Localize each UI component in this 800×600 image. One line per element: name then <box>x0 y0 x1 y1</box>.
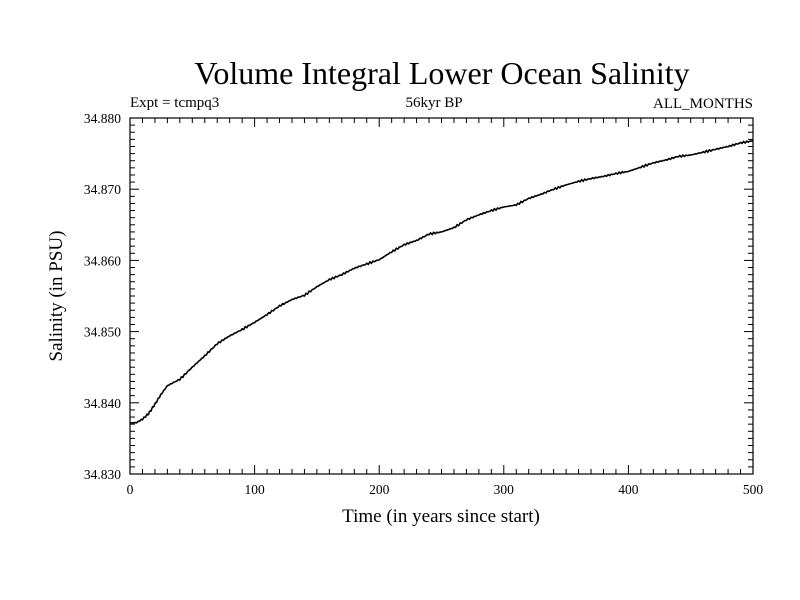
x-axis-label: Time (in years since start) <box>342 506 540 527</box>
plot-frame <box>129 117 754 475</box>
x-tick-label: 300 <box>494 482 515 497</box>
tick-labels: 0 100 200 300 400 500 34.830 34.840 34.850 34.860… <box>84 111 764 497</box>
x-tick-label: 0 <box>127 482 134 497</box>
y-tick-label: 34.840 <box>84 396 121 411</box>
months-label: ALL_MONTHS <box>653 96 753 112</box>
x-tick-label: 100 <box>244 482 265 497</box>
axis-ticks <box>129 117 754 475</box>
x-tick-label: 400 <box>618 482 639 497</box>
y-tick-label: 34.870 <box>84 182 121 197</box>
period-label: 56kyr BP <box>405 95 462 111</box>
y-axis-label: Salinity (in PSU) <box>46 231 67 362</box>
experiment-label: Expt = tcmpq3 <box>130 95 219 111</box>
y-tick-label: 34.860 <box>84 253 121 268</box>
y-tick-label: 34.880 <box>84 111 121 126</box>
y-tick-label: 34.850 <box>84 325 121 340</box>
x-tick-label: 200 <box>369 482 390 497</box>
y-tick-label: 34.830 <box>84 467 121 482</box>
salinity-series-line <box>130 139 754 424</box>
chart-title: Volume Integral Lower Ocean Salinity <box>194 55 689 91</box>
x-tick-label: 500 <box>743 482 764 497</box>
